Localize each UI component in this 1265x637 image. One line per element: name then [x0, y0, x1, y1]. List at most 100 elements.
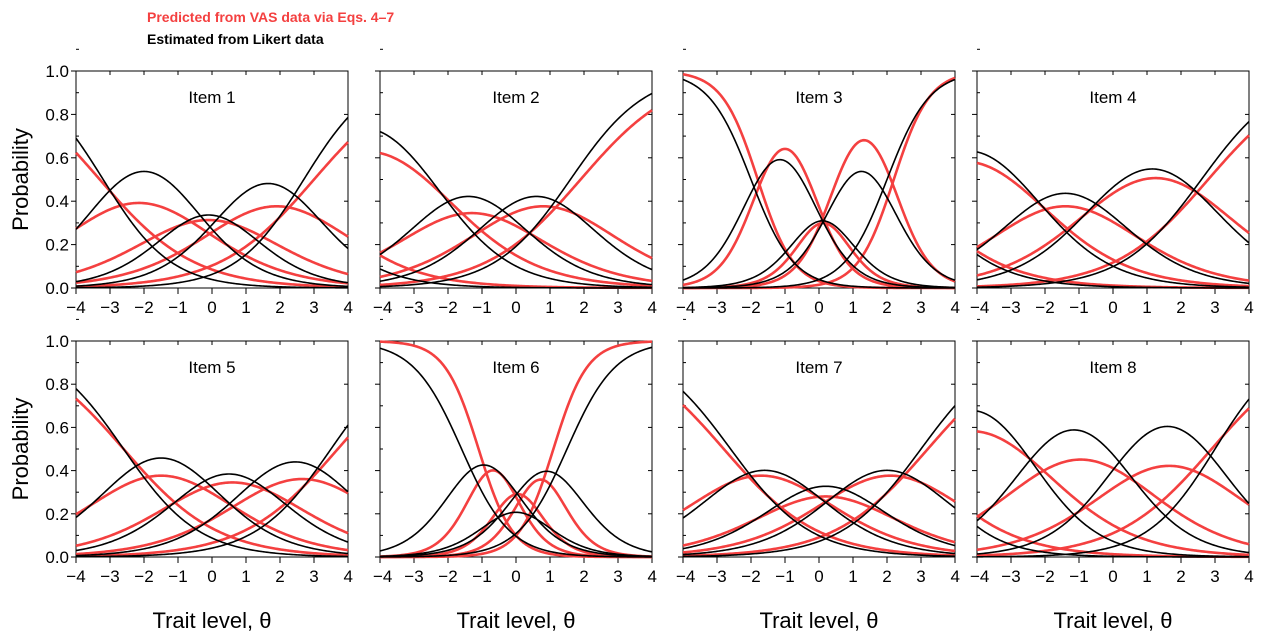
likert-category-curve — [379, 195, 653, 286]
panel-title: Item 5 — [188, 358, 235, 377]
vas-category-curve — [976, 464, 1250, 552]
vas-category-curve — [682, 221, 956, 290]
x-axis-label: Trait level, θ — [152, 608, 271, 633]
likert-category-curve — [75, 457, 349, 555]
x-tick-label: 1 — [545, 298, 554, 317]
x-tick-label: −4 — [970, 298, 989, 317]
y-axis-label: Probability — [8, 398, 33, 501]
x-tick-label: 4 — [951, 567, 960, 586]
x-tick-label: 1 — [1142, 298, 1151, 317]
likert-category-curve — [976, 121, 1250, 289]
likert-category-curve — [682, 78, 956, 289]
vas-category-curve — [976, 407, 1250, 557]
likert-category-curve — [379, 92, 653, 288]
x-tick-label: −1 — [168, 298, 187, 317]
x-tick-label: −4 — [373, 298, 392, 317]
likert-category-curve — [976, 525, 1249, 558]
likert-category-curve — [976, 429, 1250, 554]
x-tick-label: 3 — [309, 298, 318, 317]
likert-category-curve — [380, 346, 653, 558]
x-tick-label: −4 — [66, 567, 85, 586]
x-tick-label: −1 — [168, 567, 187, 586]
x-tick-label: 0 — [814, 298, 823, 317]
likert-category-curve — [682, 390, 956, 558]
panel-title: Item 7 — [795, 358, 842, 377]
x-tick-label: 4 — [1244, 298, 1253, 317]
x-tick-label: −3 — [707, 298, 726, 317]
x-tick-label: 1 — [241, 567, 250, 586]
x-tick-label: −2 — [741, 298, 760, 317]
x-tick-label: −3 — [404, 298, 423, 317]
likert-category-curve — [977, 398, 1250, 558]
x-tick-label: −2 — [134, 298, 153, 317]
vas-category-curve — [75, 477, 349, 556]
x-tick-label: 0 — [511, 567, 520, 586]
likert-category-curve — [75, 214, 349, 284]
likert-category-curve — [976, 192, 1250, 285]
x-tick-label: 3 — [309, 567, 318, 586]
panel-title: Item 3 — [795, 88, 842, 107]
x-tick-label: 2 — [1176, 298, 1185, 317]
x-tick-label: −1 — [472, 298, 491, 317]
panel-title: Item 6 — [492, 358, 539, 377]
x-axis-label: Trait level, θ — [1053, 608, 1172, 633]
vas-category-curve — [75, 205, 349, 285]
vas-category-curve — [682, 474, 956, 554]
vas-category-curve — [379, 469, 652, 559]
x-tick-label: 4 — [951, 298, 960, 317]
x-tick-label: 0 — [814, 567, 823, 586]
x-tick-label: 1 — [545, 567, 554, 586]
x-tick-label: 1 — [848, 567, 857, 586]
x-tick-label: −3 — [1001, 567, 1020, 586]
x-tick-label: −2 — [438, 567, 457, 586]
y-tick-label: 0.4 — [45, 462, 69, 481]
likert-category-curve — [75, 424, 349, 558]
likert-category-curve — [682, 405, 956, 558]
x-tick-label: 2 — [882, 298, 891, 317]
vas-category-curve — [976, 458, 1250, 546]
x-axis-label: Trait level, θ — [456, 608, 575, 633]
x-tick-label: 0 — [511, 298, 520, 317]
vas-category-curve — [976, 161, 1250, 288]
y-tick-label: 0.6 — [45, 149, 69, 168]
y-tick-label: 0.8 — [45, 375, 69, 394]
vas-category-curve — [976, 514, 1250, 559]
x-tick-label: 4 — [344, 567, 353, 586]
legend-vas-label: Predicted from VAS data via Eqs. 4–7 — [147, 9, 395, 25]
likert-category-curve — [379, 464, 653, 558]
likert-category-curve — [379, 470, 653, 558]
x-tick-label: 3 — [916, 567, 925, 586]
x-tick-label: 0 — [1108, 567, 1117, 586]
x-tick-label: 2 — [1176, 567, 1185, 586]
vas-category-curve — [379, 109, 653, 287]
vas-category-curve — [75, 141, 349, 288]
x-tick-label: −2 — [1035, 567, 1054, 586]
likert-category-curve — [976, 168, 1250, 281]
x-tick-label: 1 — [848, 298, 857, 317]
likert-category-curve — [379, 130, 653, 289]
likert-category-curve — [379, 195, 653, 283]
x-tick-label: −1 — [1069, 567, 1088, 586]
x-tick-label: 3 — [1210, 567, 1219, 586]
x-tick-label: −4 — [970, 567, 989, 586]
likert-category-curve — [379, 511, 653, 558]
x-tick-label: 4 — [1244, 567, 1253, 586]
likert-category-curve — [682, 469, 956, 555]
y-tick-label: 0.0 — [45, 279, 69, 298]
vas-category-curve — [75, 218, 349, 276]
likert-category-curve — [75, 137, 349, 289]
vas-category-curve — [976, 134, 1250, 288]
x-tick-label: 2 — [275, 567, 284, 586]
panel-title: Item 1 — [188, 88, 235, 107]
likert-category-curve — [682, 469, 956, 556]
vas-category-curve — [976, 204, 1250, 282]
x-tick-label: 3 — [1210, 298, 1219, 317]
x-tick-label: −4 — [373, 567, 392, 586]
y-tick-label: 0.4 — [45, 192, 69, 211]
vas-category-curve — [75, 474, 349, 552]
likert-category-curve — [379, 347, 653, 558]
y-tick-label: 1.0 — [45, 62, 69, 81]
y-tick-label: 0.2 — [45, 505, 69, 524]
likert-category-curve — [976, 425, 1250, 555]
vas-category-curve — [682, 417, 956, 558]
